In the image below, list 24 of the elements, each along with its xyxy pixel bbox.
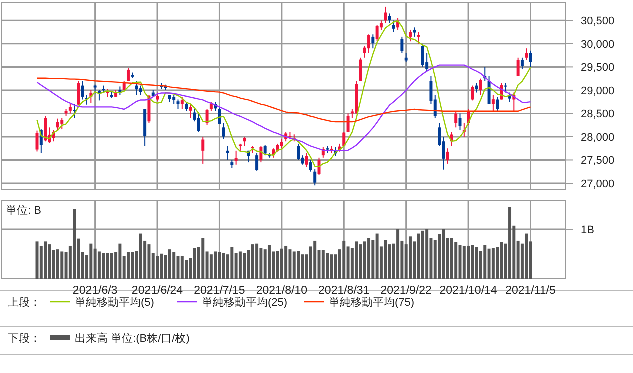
x-tick-label: 2021/9/22: [380, 285, 432, 297]
y-tick-label: 30,000: [581, 38, 615, 51]
text: 下段：: [8, 333, 41, 345]
y-tick-label: 28,500: [581, 108, 615, 121]
x-tick-label: 2021/11/5: [506, 285, 556, 297]
text: 上段：: [8, 296, 41, 309]
x-tick-label: 2021/10/14: [440, 285, 498, 297]
x-tick-label: 2021/8/10: [256, 285, 308, 297]
x-tick-label: 2021/8/31: [318, 285, 370, 297]
y-tick-label: 28,000: [581, 132, 615, 144]
legend-label: 単純移動平均(75): [329, 297, 415, 309]
y-tick-label: 29,000: [581, 85, 615, 98]
x-tick-label: 2021/6/3: [72, 285, 118, 297]
y-tick-label: 27,000: [581, 178, 615, 190]
legend-label: 単純移動平均(25): [202, 297, 288, 309]
x-tick-label: 2021/6/24: [132, 285, 184, 297]
x-tick-label: 2021/7/15: [194, 285, 246, 297]
y-tick-label: 30,500: [581, 16, 615, 28]
legend-label: 出来高 単位:(B株/口/枚): [75, 332, 190, 345]
ref-line-label: 1B: [581, 224, 594, 236]
legend-label: 単純移動平均(5): [75, 297, 154, 309]
y-tick-label: 29,500: [581, 62, 615, 74]
y-axis-title: 単位: B: [6, 205, 42, 217]
y-tick-label: 27,500: [581, 155, 615, 168]
